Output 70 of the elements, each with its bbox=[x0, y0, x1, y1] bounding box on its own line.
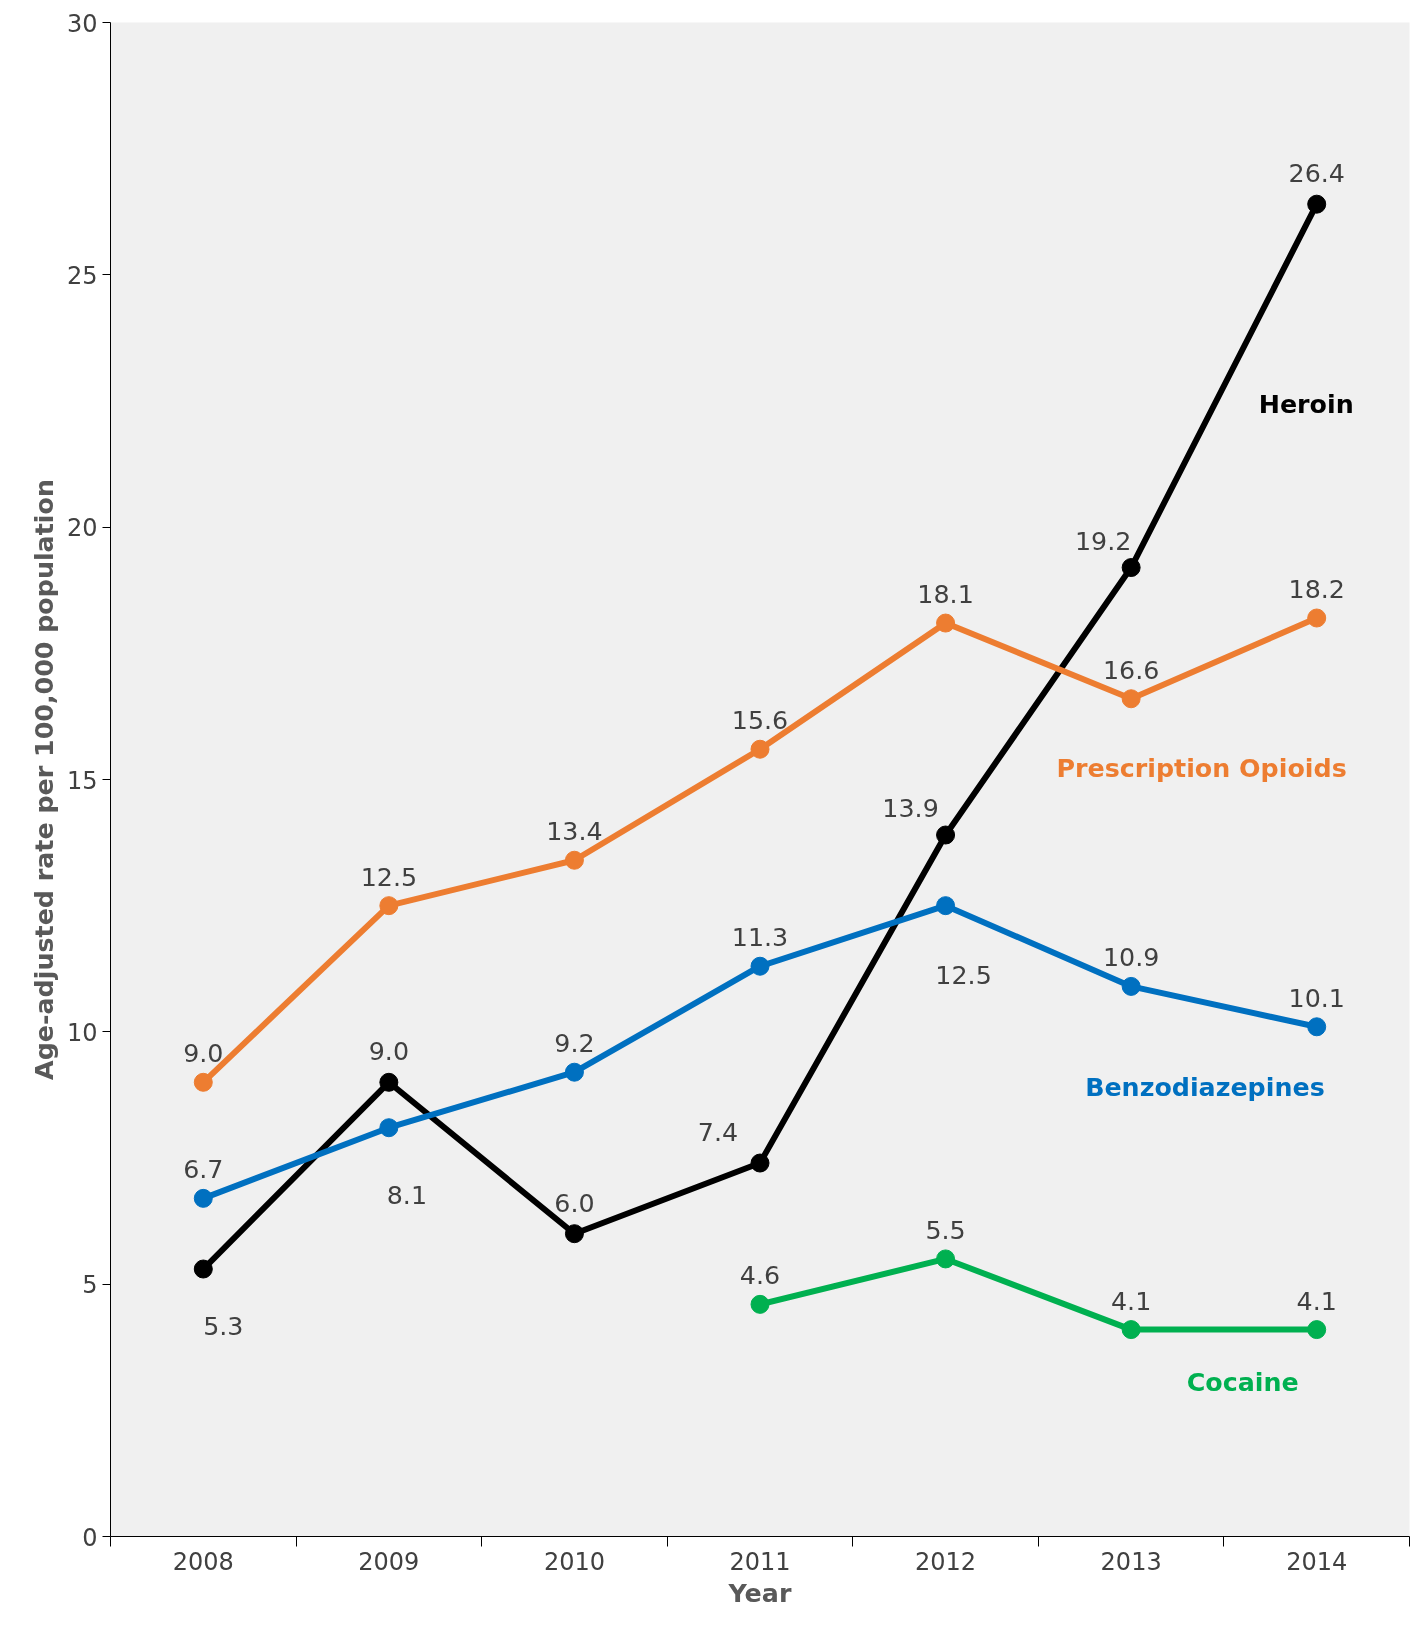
point bbox=[1307, 194, 1327, 214]
data-label: 12.5 bbox=[360, 861, 418, 892]
point bbox=[1121, 976, 1141, 996]
point bbox=[379, 1072, 399, 1092]
data-label: 9.0 bbox=[183, 1038, 224, 1069]
text: Prescription Opioids bbox=[1056, 753, 1347, 784]
series-label: Cocaine bbox=[1186, 1366, 1299, 1397]
y-tick-label: 15 bbox=[66, 766, 98, 795]
x-tick-label: 2010 bbox=[543, 1547, 605, 1576]
x-tick-label: 2012 bbox=[915, 1547, 977, 1576]
series-label: Heroin bbox=[1258, 389, 1354, 420]
y-tick-label: 0 bbox=[82, 1523, 98, 1552]
data-label: 7.4 bbox=[697, 1117, 739, 1148]
y-axis-title: Age-adjusted rate per 100,000 population bbox=[28, 479, 59, 1080]
data-label: 6.7 bbox=[183, 1154, 224, 1185]
point bbox=[750, 956, 770, 976]
data-label: 11.3 bbox=[731, 922, 789, 953]
x-tick-label: 2014 bbox=[1286, 1547, 1348, 1576]
data-label: 13.9 bbox=[882, 793, 939, 824]
series-label: Benzodiazepines bbox=[1085, 1071, 1325, 1102]
point bbox=[1121, 558, 1141, 578]
x-axis-title: Year bbox=[727, 1577, 792, 1608]
point bbox=[379, 1118, 399, 1138]
y-tick-label: 5 bbox=[82, 1271, 98, 1300]
data-label: 9.0 bbox=[368, 1036, 409, 1067]
point bbox=[936, 825, 956, 845]
data-label: 13.4 bbox=[546, 816, 603, 847]
data-label: 4.6 bbox=[739, 1260, 781, 1291]
data-label: 12.5 bbox=[935, 959, 992, 990]
data-label: 8.1 bbox=[386, 1179, 427, 1210]
data-label: 18.1 bbox=[917, 579, 974, 610]
data-label: 15.6 bbox=[731, 705, 789, 736]
point bbox=[193, 1072, 213, 1092]
data-label: 5.3 bbox=[203, 1311, 244, 1342]
point bbox=[564, 850, 584, 870]
x-tick-label: 2009 bbox=[358, 1547, 420, 1576]
y-tick-label: 10 bbox=[66, 1018, 98, 1047]
x-tick-label: 2013 bbox=[1100, 1547, 1162, 1576]
data-label: 5.5 bbox=[925, 1214, 966, 1245]
point bbox=[193, 1259, 213, 1279]
data-label: 19.2 bbox=[1074, 525, 1132, 556]
data-label: 9.2 bbox=[554, 1028, 595, 1059]
point bbox=[750, 1294, 770, 1314]
data-label: 10.9 bbox=[1102, 942, 1160, 973]
data-label: 10.1 bbox=[1288, 982, 1345, 1013]
point bbox=[1121, 689, 1141, 709]
x-tick-label: 2011 bbox=[729, 1547, 791, 1576]
y-tick-label: 20 bbox=[66, 514, 98, 543]
point bbox=[564, 1062, 584, 1082]
data-label: 6.0 bbox=[554, 1187, 595, 1218]
data-label: 4.1 bbox=[1111, 1285, 1152, 1316]
point bbox=[1307, 1320, 1327, 1340]
x-tick-label: 2008 bbox=[172, 1547, 234, 1576]
data-label: 18.2 bbox=[1288, 574, 1345, 605]
point bbox=[1307, 1017, 1327, 1037]
point bbox=[750, 739, 770, 759]
data-label: 4.1 bbox=[1296, 1285, 1337, 1316]
point bbox=[936, 1249, 956, 1269]
point bbox=[379, 896, 399, 916]
point bbox=[750, 1153, 770, 1173]
point bbox=[1307, 608, 1327, 628]
point bbox=[193, 1188, 213, 1208]
point bbox=[564, 1224, 584, 1244]
data-label: 16.6 bbox=[1102, 654, 1160, 685]
point bbox=[1121, 1320, 1141, 1340]
point bbox=[936, 896, 956, 916]
y-tick-label: 25 bbox=[66, 261, 98, 290]
y-tick-label: 30 bbox=[66, 9, 98, 38]
data-label: 26.4 bbox=[1288, 158, 1345, 189]
point bbox=[936, 613, 956, 633]
